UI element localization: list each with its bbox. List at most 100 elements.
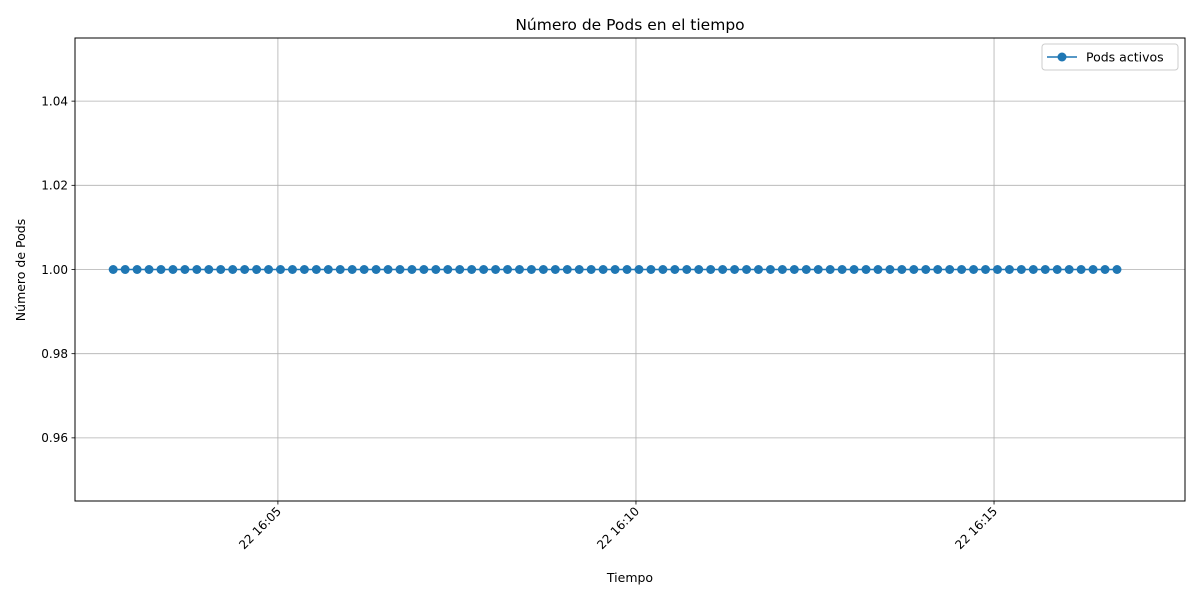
y-tick-label: 0.96 bbox=[41, 431, 68, 445]
data-point bbox=[921, 265, 931, 274]
y-tick-label: 0.98 bbox=[41, 347, 68, 361]
data-point bbox=[359, 265, 369, 274]
data-point bbox=[753, 265, 763, 274]
data-point bbox=[1004, 265, 1014, 274]
data-point bbox=[1052, 265, 1062, 274]
data-point bbox=[479, 265, 489, 274]
data-point bbox=[742, 265, 752, 274]
x-axis-label: Tiempo bbox=[606, 570, 653, 585]
data-point bbox=[777, 265, 787, 274]
data-point bbox=[275, 265, 285, 274]
data-point bbox=[634, 265, 644, 274]
data-point bbox=[694, 265, 704, 274]
data-point bbox=[538, 265, 548, 274]
y-tick-label: 1.04 bbox=[41, 94, 68, 108]
data-point bbox=[228, 265, 238, 274]
data-point bbox=[1076, 265, 1086, 274]
series-pods-activos bbox=[108, 265, 1122, 274]
data-point bbox=[813, 265, 823, 274]
data-point bbox=[526, 265, 536, 274]
data-point bbox=[658, 265, 668, 274]
data-point bbox=[945, 265, 955, 274]
data-point bbox=[180, 265, 190, 274]
data-point bbox=[933, 265, 943, 274]
data-point bbox=[216, 265, 226, 274]
y-axis-label: Número de Pods bbox=[13, 219, 28, 321]
data-point bbox=[467, 265, 477, 274]
data-point bbox=[1016, 265, 1026, 274]
data-point bbox=[168, 265, 178, 274]
data-point bbox=[801, 265, 811, 274]
data-point bbox=[1064, 265, 1074, 274]
data-point bbox=[443, 265, 453, 274]
legend-entry-pods-activos: Pods activos bbox=[1086, 50, 1164, 65]
data-point bbox=[323, 265, 333, 274]
y-axis: 0.96 0.98 1.00 1.02 1.04 bbox=[41, 94, 75, 445]
data-point bbox=[192, 265, 202, 274]
legend-box bbox=[1041, 43, 1179, 71]
legend: Pods activos bbox=[1041, 43, 1179, 71]
data-point bbox=[610, 265, 620, 274]
data-point bbox=[849, 265, 859, 274]
data-point bbox=[670, 265, 680, 274]
data-point bbox=[765, 265, 775, 274]
data-point bbox=[598, 265, 608, 274]
data-point bbox=[1040, 265, 1050, 274]
data-point bbox=[1112, 265, 1122, 274]
data-point bbox=[503, 265, 513, 274]
data-point bbox=[718, 265, 728, 274]
chart-title: Número de Pods en el tiempo bbox=[515, 16, 744, 34]
data-point bbox=[240, 265, 250, 274]
data-point bbox=[335, 265, 345, 274]
data-point bbox=[395, 265, 405, 274]
data-point bbox=[491, 265, 501, 274]
data-point bbox=[873, 265, 883, 274]
data-point bbox=[837, 265, 847, 274]
data-point bbox=[825, 265, 835, 274]
data-point bbox=[622, 265, 632, 274]
data-point bbox=[347, 265, 357, 274]
data-point bbox=[419, 265, 429, 274]
data-point bbox=[407, 265, 417, 274]
data-point bbox=[789, 265, 799, 274]
data-point bbox=[574, 265, 584, 274]
data-point bbox=[992, 265, 1002, 274]
data-point bbox=[371, 265, 381, 274]
data-point bbox=[730, 265, 740, 274]
data-point bbox=[252, 265, 262, 274]
data-point bbox=[909, 265, 919, 274]
data-point bbox=[682, 265, 692, 274]
data-point bbox=[204, 265, 214, 274]
data-point bbox=[383, 265, 393, 274]
data-point bbox=[287, 265, 297, 274]
data-point bbox=[562, 265, 572, 274]
data-point bbox=[861, 265, 871, 274]
data-point bbox=[969, 265, 979, 274]
data-point bbox=[108, 265, 118, 274]
data-point bbox=[156, 265, 166, 274]
data-point bbox=[957, 265, 967, 274]
data-point bbox=[1100, 265, 1110, 274]
data-point bbox=[514, 265, 524, 274]
data-point bbox=[455, 265, 465, 274]
data-point bbox=[706, 265, 716, 274]
data-point bbox=[885, 265, 895, 274]
data-point bbox=[1088, 265, 1098, 274]
data-point bbox=[550, 265, 560, 274]
data-point bbox=[586, 265, 596, 274]
data-point bbox=[981, 265, 991, 274]
y-tick-label: 1.00 bbox=[41, 263, 68, 277]
data-point bbox=[1028, 265, 1038, 274]
data-point bbox=[144, 265, 154, 274]
data-point bbox=[264, 265, 274, 274]
y-tick-label: 1.02 bbox=[41, 179, 68, 193]
data-point bbox=[646, 265, 656, 274]
data-point bbox=[311, 265, 321, 274]
data-point bbox=[299, 265, 309, 274]
data-point bbox=[897, 265, 907, 274]
legend-marker bbox=[1057, 52, 1067, 62]
data-point bbox=[431, 265, 441, 274]
data-point bbox=[120, 265, 130, 274]
